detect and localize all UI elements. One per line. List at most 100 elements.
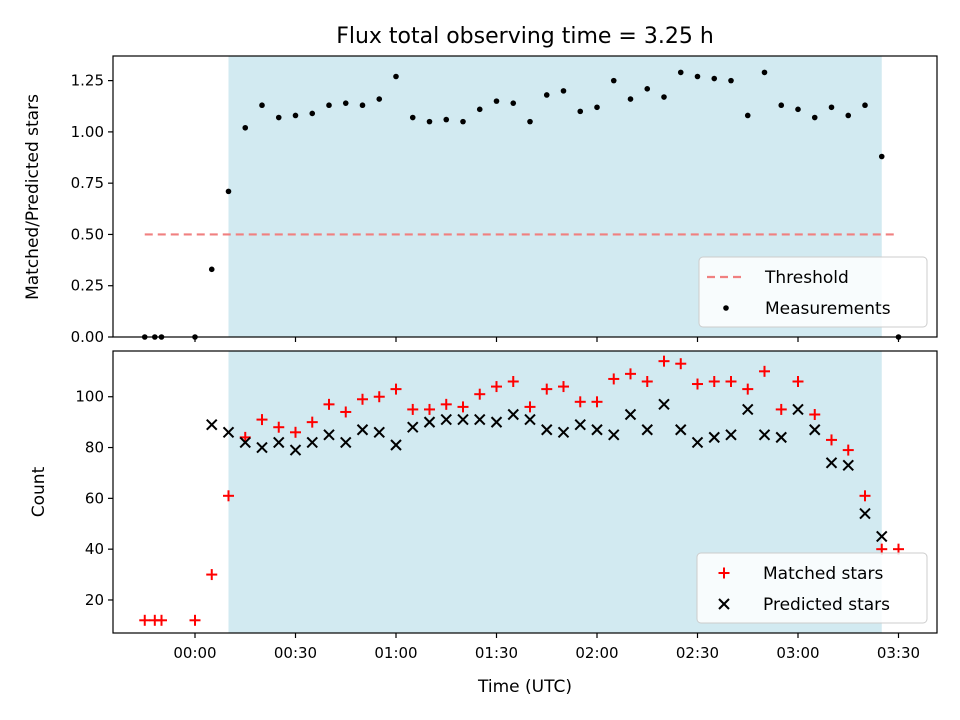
top-point [644,86,651,92]
marker-stroke [323,429,335,441]
top-point [259,102,265,109]
bottom-predicted-marker [440,413,452,426]
bottom-legend-label: Matched stars [763,564,883,584]
bottom-matched-marker [625,368,636,380]
bottom-predicted-marker [641,424,653,436]
top-y-tick-label: 1.25 [71,72,104,90]
top-point [862,102,868,109]
bottom-matched-marker [440,398,452,410]
top-point [292,112,299,119]
top-legend-measurement-swatch [723,305,729,311]
bottom-matched-marker [290,426,301,438]
marker-stroke [775,431,787,444]
bottom-predicted-marker [407,421,419,433]
bottom-matched-marker [558,381,569,393]
bottom-matched-marker [306,416,318,428]
bottom-y-tick-label: 40 [85,540,104,558]
top-point [677,69,684,76]
bottom-predicted-marker [206,418,218,431]
bottom-legend-label: Predicted stars [763,595,890,615]
marker-stroke [340,436,352,449]
bottom-predicted-marker [390,439,402,451]
bottom-predicted-marker [490,416,503,428]
bottom-legend-box [696,552,928,624]
bottom-matched-marker [574,396,586,408]
marker-stroke [658,398,670,411]
top-legend-label: Threshold [764,268,849,288]
top-point [242,124,249,131]
top-point [828,104,835,111]
bottom-matched-marker [792,375,804,387]
top-point [476,106,483,113]
top-point [878,153,885,160]
top-point [443,116,450,123]
top-point [711,75,718,82]
bottom-panel: 20 40 60 80 100 00:00 00:30 01:00 01:30 02:00 02:3… [75,350,938,662]
marker-stroke [239,436,251,449]
top-point [761,69,768,76]
marker-stroke [457,413,469,426]
bottom-y-tick-label: 60 [85,489,104,507]
marker-stroke [859,507,871,520]
bottom-matched-marker [223,490,234,502]
marker-stroke [407,421,419,433]
bottom-predicted-marker [608,429,620,441]
bottom-x-tick-label: 00:00 [173,644,216,662]
bottom-matched-marker [457,401,469,413]
bottom-predicted-marker [675,424,687,436]
bottom-predicted-marker [758,429,771,441]
bottom-predicted-marker [507,408,519,421]
marker-stroke [289,444,302,456]
bottom-matched-marker [591,396,603,408]
marker-stroke [256,441,268,454]
top-legend-box [698,256,928,328]
top-point [510,100,517,106]
bottom-matched-marker [725,375,737,387]
bottom-matched-marker [373,391,385,403]
marker-stroke [423,416,436,428]
top-point [744,112,751,119]
bottom-predicted-marker [742,403,754,416]
top-point [309,110,316,117]
bottom-predicted-marker [273,436,285,449]
bottom-predicted-marker [306,436,318,449]
top-point [326,102,332,109]
marker-stroke [373,426,385,439]
bottom-predicted-marker [356,424,369,436]
marker-stroke [390,439,402,451]
bottom-predicted-marker [725,429,737,441]
bottom-matched-marker [809,409,821,421]
bottom-predicted-marker [825,457,838,469]
bottom-predicted-marker [775,431,787,444]
bottom-predicted-marker [574,418,586,431]
top-point [728,77,734,84]
bottom-y-axis-label: Count [29,466,49,517]
bottom-matched-marker [206,569,218,581]
marker-stroke [608,429,620,441]
top-point [359,102,366,109]
bottom-matched-marker [692,378,703,390]
bottom-matched-marker [507,375,519,387]
marker-stroke [306,436,318,449]
bottom-y-tick-label: 80 [85,439,104,457]
bottom-predicted-marker [691,436,704,449]
marker-stroke [591,424,603,436]
marker-stroke [825,457,838,469]
top-point [275,114,282,121]
bottom-matched-marker [256,414,268,426]
marker-stroke [691,436,704,449]
marker-stroke [474,413,486,426]
top-point [376,96,383,102]
bottom-matched-marker [742,383,754,395]
chart-title: Flux total observing time = 3.25 h [336,24,714,49]
top-point [610,77,617,84]
bottom-x-tick-label: 02:30 [676,644,719,662]
bottom-matched-marker [340,406,352,418]
bottom-predicted-marker [373,426,385,439]
bottom-predicted-marker [792,403,804,416]
bottom-matched-marker [390,383,402,395]
top-point [694,73,701,80]
marker-stroke [273,436,285,449]
marker-stroke [708,431,720,444]
bottom-matched-marker [156,614,167,626]
